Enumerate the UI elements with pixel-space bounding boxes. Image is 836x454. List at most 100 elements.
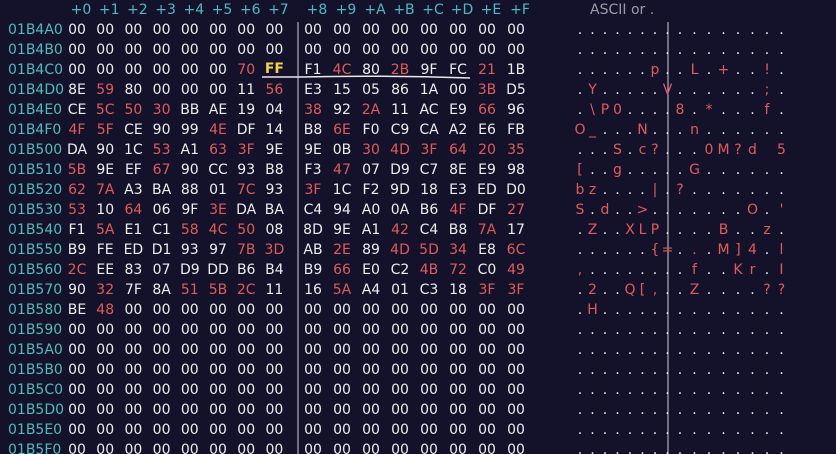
hex-byte: 00 (181, 82, 199, 98)
hex-byte: 42 (391, 222, 409, 238)
address: 01B570 (8, 282, 62, 298)
ascii-char: . (640, 22, 644, 38)
hex-byte: 00 (420, 442, 438, 454)
ascii-char: . (779, 182, 783, 198)
column-header: +8 (307, 2, 328, 18)
hex-byte: 00 (265, 42, 283, 58)
ascii-char: . (640, 162, 644, 178)
address: 01B550 (8, 242, 62, 258)
ascii-char: . (750, 182, 754, 198)
hex-byte: 32 (96, 282, 114, 298)
ascii-char: . (578, 142, 582, 158)
hex-byte: 80 (362, 62, 380, 78)
ascii-char: . (653, 342, 657, 358)
hex-byte: 00 (153, 22, 171, 38)
hex-byte: 63 (209, 142, 227, 158)
ascii-char: . (628, 442, 632, 454)
column-header: +6 (240, 2, 261, 18)
hex-byte: 00 (420, 22, 438, 38)
address: 01B4A0 (8, 22, 63, 38)
hex-byte: 90 (96, 142, 114, 158)
hex-byte: 00 (265, 302, 283, 318)
hex-byte: A4 (362, 282, 381, 298)
ascii-char: 0 (613, 102, 622, 118)
ascii-char: . (653, 22, 657, 38)
hex-byte: 00 (478, 302, 496, 318)
ascii-char: . (615, 222, 619, 238)
ascii-char: . (765, 422, 769, 438)
ascii-char: . (692, 442, 696, 454)
hex-byte: 00 (68, 362, 86, 378)
hex-byte: A1 (362, 222, 380, 238)
ascii-char: . (721, 422, 725, 438)
ascii-char: . (750, 42, 754, 58)
hex-byte: 00 (124, 322, 142, 338)
ascii-char: . (736, 422, 740, 438)
ascii-char: . (578, 222, 582, 238)
ascii-char: . (721, 182, 725, 198)
ascii-char: . (578, 242, 582, 258)
ascii-char: . (603, 142, 607, 158)
ascii-char: . (653, 82, 657, 98)
hex-byte: 90 (68, 282, 86, 298)
hex-byte: 20 (478, 142, 496, 158)
ascii-char: . (765, 202, 769, 218)
ascii-char: . (736, 302, 740, 318)
ascii-char: . (765, 302, 769, 318)
ascii-char: . (665, 42, 669, 58)
ascii-char: . (640, 82, 644, 98)
hex-byte: 6E (333, 122, 351, 138)
ascii-char: . (750, 162, 754, 178)
hex-byte: 3D (265, 242, 285, 258)
hex-byte: 66 (478, 102, 496, 118)
ascii-char: . (590, 362, 594, 378)
ascii-char: . (721, 382, 725, 398)
ascii-char: . (665, 322, 669, 338)
ascii-char: . (628, 362, 632, 378)
ascii-char: . (578, 402, 582, 418)
ascii-char: . (603, 322, 607, 338)
hex-byte: 92 (333, 102, 351, 118)
hex-byte: 00 (153, 442, 171, 454)
hex-byte: 00 (265, 22, 283, 38)
hex-byte: 00 (153, 402, 171, 418)
ascii-char: . (692, 322, 696, 338)
ascii-char: . (707, 242, 711, 258)
hex-byte: A2 (449, 122, 467, 138)
ascii-char: . (678, 222, 682, 238)
hex-byte: 00 (362, 422, 380, 438)
hex-byte: 00 (333, 362, 351, 378)
ascii-char: . (678, 322, 682, 338)
hex-byte: 00 (209, 342, 227, 358)
hex-byte: 3F (238, 142, 255, 158)
hex-byte: 01 (391, 282, 409, 298)
hex-byte: 00 (449, 402, 467, 418)
hex-byte: 00 (391, 442, 409, 454)
hex-byte: 2C (68, 262, 87, 278)
hex-byte: 00 (333, 22, 351, 38)
hex-byte: 00 (237, 422, 255, 438)
ascii-char: d (601, 202, 610, 218)
hex-byte: 00 (304, 42, 322, 58)
hex-byte: 00 (391, 22, 409, 38)
hex-byte: D1 (152, 242, 172, 258)
ascii-char: f (765, 102, 771, 118)
ascii-char: . (765, 382, 769, 398)
hex-byte: 11 (391, 102, 409, 118)
ascii-char: . (653, 122, 657, 138)
hex-byte: 00 (181, 442, 199, 454)
hex-byte: 98 (507, 162, 525, 178)
hex-byte: A0 (362, 202, 380, 218)
ascii-char: . (779, 322, 783, 338)
hex-byte: 00 (333, 422, 351, 438)
hex-byte: 00 (96, 422, 114, 438)
ascii-char: > (637, 202, 649, 218)
address: 01B5F0 (8, 442, 61, 454)
hex-byte: 4B (420, 262, 439, 278)
hex-byte: 00 (124, 22, 142, 38)
hex-byte: 00 (68, 322, 86, 338)
hex-byte: 9E (96, 162, 114, 178)
hex-byte: 30 (153, 102, 171, 118)
address: 01B5B0 (8, 362, 63, 378)
